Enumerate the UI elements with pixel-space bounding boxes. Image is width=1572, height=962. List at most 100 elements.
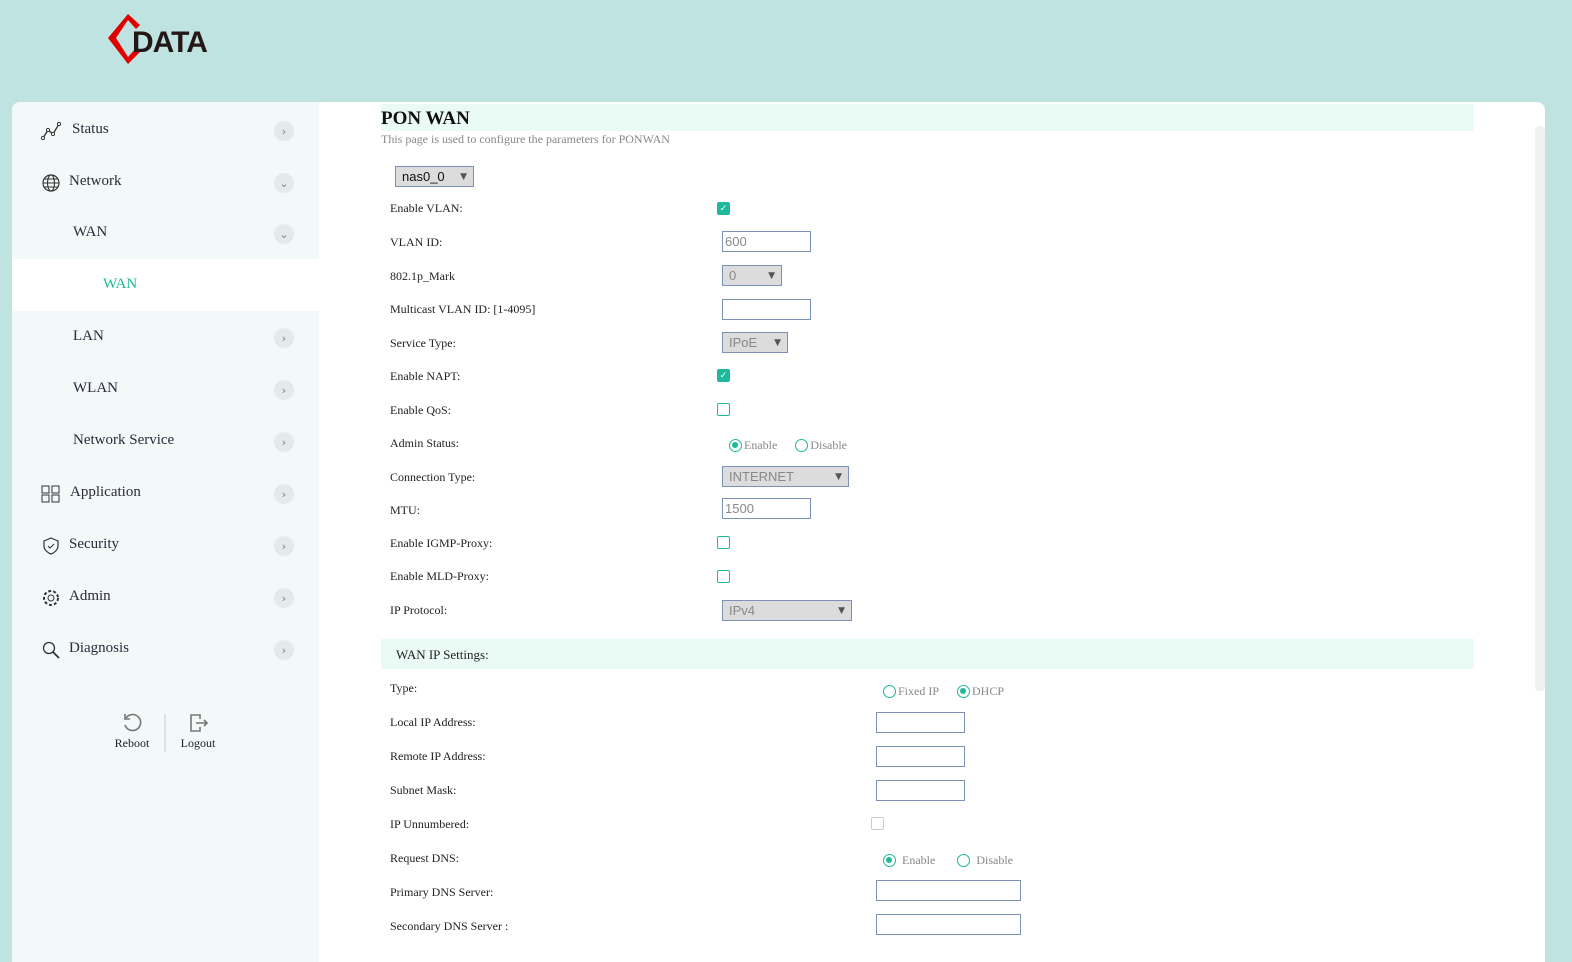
sidebar-item-label: WLAN [73, 380, 118, 396]
status-chart-icon [41, 121, 61, 141]
chevron-right-icon[interactable]: › [274, 484, 294, 504]
chevron-right-icon[interactable]: › [274, 640, 294, 660]
sidebar-item-label: Network Service [73, 432, 175, 448]
radio-icon [957, 685, 971, 698]
subnet-mask-label: Subnet Mask: [390, 783, 457, 797]
wan-ip-section-header: WAN IP Settings: [381, 639, 1474, 669]
service-type-value: IPoE [729, 335, 758, 350]
sidebar-item-application[interactable]: Application › [12, 467, 319, 519]
remote-ip-input[interactable] [876, 746, 965, 767]
page-subtitle: This page is used to configure the param… [381, 132, 670, 146]
sidebar-item-network[interactable]: Network ⌄ [12, 156, 319, 208]
chevron-right-icon[interactable]: › [274, 121, 294, 141]
fixed-ip-radio[interactable]: Fixed IP [883, 684, 939, 699]
enable-vlan-checkbox[interactable]: ✓ [717, 202, 730, 215]
secondary-dns-label: Secondary DNS Server : [390, 919, 509, 933]
qos-checkbox[interactable] [717, 403, 730, 416]
secondary-dns-input[interactable] [876, 914, 1021, 935]
request-dns-label: Request DNS: [390, 851, 459, 865]
content: PON WAN This page is used to configure t… [381, 102, 1476, 962]
title-bar: PON WAN [381, 104, 1474, 131]
sidebar-item-label: Network [69, 173, 122, 189]
ip-protocol-label: IP Protocol: [390, 603, 448, 617]
globe-icon [42, 174, 60, 192]
chevron-right-icon[interactable]: › [274, 432, 294, 452]
logout-button[interactable]: Logout [178, 712, 218, 751]
mld-label: Enable MLD-Proxy: [390, 569, 489, 583]
radio-icon [883, 854, 896, 867]
chevron-right-icon[interactable]: › [274, 588, 294, 608]
admin-enable-radio[interactable]: Enable [729, 438, 777, 453]
ip-unnumbered-checkbox[interactable] [871, 817, 884, 830]
logo: DATA [108, 14, 208, 64]
reboot-button[interactable]: Reboot [112, 712, 152, 751]
sidebar-item-label: Security [69, 536, 119, 552]
service-type-select[interactable]: IPoE ▼ [722, 332, 788, 353]
service-type-label: Service Type: [390, 336, 456, 350]
multicast-vlan-input[interactable] [722, 299, 811, 320]
scrollbar[interactable] [1535, 126, 1545, 691]
napt-checkbox[interactable]: ✓ [717, 369, 730, 382]
sidebar-item-status[interactable]: Status › [12, 104, 319, 156]
mark-select[interactable]: 0 ▼ [722, 265, 782, 286]
divider [164, 714, 166, 752]
chevron-right-icon[interactable]: › [274, 536, 294, 556]
sidebar-item-lan[interactable]: LAN › [12, 311, 319, 363]
search-icon [42, 641, 60, 659]
mtu-input[interactable]: 1500 [722, 498, 811, 519]
sidebar-item-label: Admin [69, 588, 111, 604]
sidebar: Status › Network ⌄ WAN ⌄ WAN LAN › WLAN … [12, 102, 319, 962]
vlan-id-label: VLAN ID: [390, 235, 443, 249]
vlan-id-input[interactable]: 600 [722, 231, 811, 252]
admin-disable-radio[interactable]: Disable [795, 438, 847, 453]
sidebar-item-security[interactable]: Security › [12, 519, 319, 571]
enable-vlan-label: Enable VLAN: [390, 201, 463, 215]
chevron-down-icon[interactable]: ⌄ [274, 224, 294, 244]
request-dns-radios: Enable Disable [883, 853, 1027, 872]
sidebar-item-label: WAN [103, 276, 138, 292]
sidebar-item-wan[interactable]: WAN [12, 259, 319, 311]
mark-value: 0 [729, 268, 737, 283]
sidebar-item-diagnosis[interactable]: Diagnosis › [12, 623, 319, 675]
ip-protocol-select[interactable]: IPv4 ▼ [722, 600, 852, 621]
sidebar-item-admin[interactable]: Admin › [12, 571, 319, 623]
mark-label: 802.1p_Mark [390, 269, 455, 283]
sidebar-item-label: Status [72, 121, 109, 137]
type-radios: Fixed IP DHCP [883, 684, 1018, 703]
svg-text:DATA: DATA [132, 26, 207, 59]
shield-icon [43, 537, 59, 555]
mld-checkbox[interactable] [717, 570, 730, 583]
qos-label: Enable QoS: [390, 403, 451, 417]
radio-label: DHCP [972, 684, 1005, 698]
gear-icon [43, 590, 59, 606]
dhcp-radio[interactable]: DHCP [957, 684, 1004, 699]
ip-protocol-value: IPv4 [729, 603, 756, 618]
type-label: Type: [390, 681, 418, 695]
chevron-down-icon[interactable]: ⌄ [274, 173, 294, 193]
napt-label: Enable NAPT: [390, 369, 461, 383]
chevron-right-icon[interactable]: › [274, 328, 294, 348]
chevron-right-icon[interactable]: › [274, 380, 294, 400]
connection-type-select[interactable]: INTERNET ▼ [722, 466, 849, 487]
sidebar-item-wlan[interactable]: WLAN › [12, 363, 319, 415]
igmp-label: Enable IGMP-Proxy: [390, 536, 493, 550]
sidebar-item-network-service[interactable]: Network Service › [12, 415, 319, 467]
connection-type-label: Connection Type: [390, 470, 476, 484]
local-ip-input[interactable] [876, 712, 965, 733]
grid-icon [41, 485, 60, 503]
igmp-checkbox[interactable] [717, 536, 730, 549]
admin-status-label: Admin Status: [390, 436, 460, 450]
interface-value: nas0_0 [402, 169, 445, 184]
mtu-label: MTU: [390, 503, 420, 517]
dns-disable-radio[interactable]: Disable [957, 853, 1013, 868]
interface-select[interactable]: nas0_0 ▼ [395, 166, 474, 187]
radio-label: Disable [810, 438, 847, 452]
radio-label: Enable [902, 853, 936, 867]
dns-enable-radio[interactable]: Enable [883, 853, 935, 868]
primary-dns-input[interactable] [876, 880, 1021, 901]
sidebar-item-wan-group[interactable]: WAN ⌄ [12, 207, 319, 259]
admin-status-radios: Enable Disable [729, 438, 861, 457]
radio-label: Enable [744, 438, 778, 452]
subnet-mask-input[interactable] [876, 780, 965, 801]
radio-icon [729, 439, 742, 452]
